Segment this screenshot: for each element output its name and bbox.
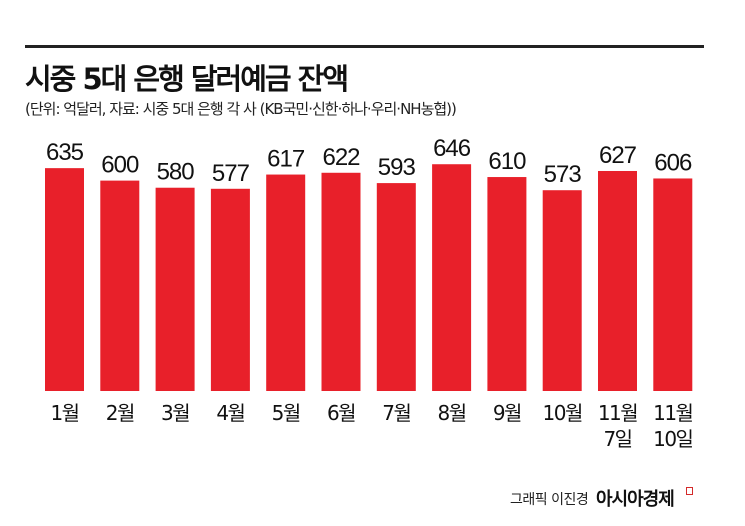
value-label: 606 bbox=[654, 149, 692, 176]
bar bbox=[487, 177, 527, 391]
bar bbox=[321, 172, 361, 391]
value-label: 573 bbox=[544, 161, 582, 188]
bar bbox=[100, 180, 140, 391]
value-label: 627 bbox=[599, 142, 637, 169]
x-tick-label: 7일 bbox=[603, 427, 631, 451]
graphic-credit: 그래픽 이진경 bbox=[510, 492, 589, 508]
x-tick-label: 9월 bbox=[493, 401, 521, 425]
x-tick-label: 11월 bbox=[653, 401, 692, 425]
value-label: 610 bbox=[488, 148, 526, 175]
x-tick-label: 6월 bbox=[327, 401, 355, 425]
bar bbox=[432, 164, 472, 391]
value-label: 580 bbox=[157, 159, 195, 186]
bar bbox=[210, 188, 250, 391]
x-tick-label: 7월 bbox=[382, 401, 410, 425]
bar bbox=[45, 168, 84, 391]
x-tick-label: 8월 bbox=[438, 401, 466, 425]
x-tick-label: 10월 bbox=[543, 401, 582, 425]
value-label: 622 bbox=[322, 144, 360, 171]
x-tick-label: 2월 bbox=[106, 401, 134, 425]
chart-title: 시중 5대 은행 달러예금 잔액 bbox=[25, 62, 349, 96]
x-tick-label: 10일 bbox=[653, 427, 692, 451]
value-label: 593 bbox=[378, 154, 416, 181]
bar bbox=[266, 174, 306, 391]
bar bbox=[598, 170, 637, 391]
x-tick-label: 11월 bbox=[598, 401, 637, 425]
bar bbox=[653, 178, 693, 391]
x-tick-label: 3월 bbox=[161, 401, 189, 425]
value-label: 577 bbox=[212, 160, 250, 187]
value-label: 635 bbox=[46, 139, 84, 166]
brand-logo: 아시아경제 bbox=[596, 489, 675, 510]
value-label: 646 bbox=[433, 135, 471, 162]
brand-mark-icon bbox=[686, 487, 693, 495]
value-label: 617 bbox=[267, 146, 305, 173]
bar bbox=[376, 183, 416, 391]
x-tick-label: 5월 bbox=[272, 401, 300, 425]
top-rule bbox=[25, 45, 704, 48]
bar bbox=[542, 190, 582, 391]
chart-subtitle: (단위: 억달러, 자료: 시중 5대 은행 각 사 (KB국민·신한·하나·우… bbox=[25, 100, 457, 118]
x-tick-label: 1월 bbox=[50, 401, 78, 425]
value-label: 600 bbox=[101, 152, 139, 179]
bar bbox=[155, 187, 195, 391]
x-tick-label: 4월 bbox=[216, 401, 244, 425]
